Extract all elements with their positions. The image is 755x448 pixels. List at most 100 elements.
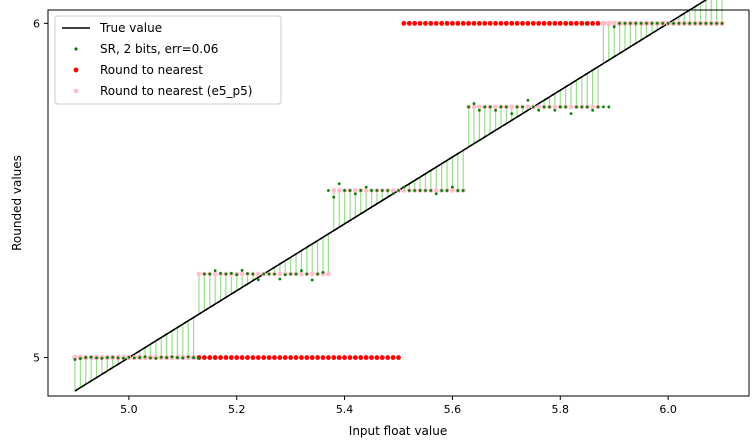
e5p5-point [363,188,369,193]
sr-point [267,272,271,276]
x-tick-label: 5.4 [336,403,354,416]
sr-point [682,21,686,25]
sr-point [445,189,449,192]
sr-point [407,189,411,192]
sr-point [720,21,724,25]
sr-point [558,105,562,109]
round-to-nearest-point [272,355,277,360]
legend-marker-sr [74,47,78,51]
sr-point [143,355,147,359]
e5p5-point [476,104,482,110]
round-to-nearest-point [444,20,450,26]
sr-point [170,355,174,359]
sr-point [105,356,109,359]
sr-point [111,355,115,359]
y-axis-label: Rounded values [10,155,24,251]
y-tick-label: 6 [33,17,40,30]
round-to-nearest-point [250,355,256,360]
sr-point [413,189,417,192]
legend-marker-round-to-nearest [73,67,79,73]
sr-point [370,189,373,192]
sr-point [149,356,152,360]
round-to-nearest-point [374,355,380,360]
x-tick-label: 6.0 [659,403,677,416]
sr-point [138,356,142,359]
sr-point [224,272,228,276]
sr-point [283,273,287,277]
sr-point [661,21,665,25]
sr-point [499,105,503,109]
round-to-nearest-point [288,355,294,360]
round-to-nearest-point [487,20,493,26]
round-to-nearest-point [212,355,218,360]
e5p5-point [401,188,407,193]
round-to-nearest-point [417,20,423,26]
round-to-nearest-point [401,20,407,26]
round-to-nearest-point [482,20,488,26]
sr-point [521,105,524,109]
sr-point [186,355,190,359]
sr-point [208,272,212,276]
round-to-nearest-point [509,20,515,26]
round-to-nearest-point [579,20,585,26]
e5p5-point [611,20,617,26]
sr-point [580,105,584,109]
round-to-nearest-point [460,20,466,26]
sr-point [709,21,713,25]
e5p5-point [471,104,477,110]
sr-point [353,192,357,196]
sr-point [132,356,136,360]
e5p5-point [493,104,498,110]
round-to-nearest-point [536,20,542,26]
sr-point [235,273,239,277]
round-to-nearest-point [228,355,234,360]
sr-point [391,192,395,196]
e5p5-point [352,188,358,193]
y-axis-ticks: 56 [33,17,48,365]
e5p5-point [450,188,455,193]
sr-point [639,21,643,25]
sr-point [154,356,158,360]
sr-point [73,358,77,361]
e5p5-point [255,271,261,277]
round-to-nearest-point [282,355,288,360]
e5p5-point [309,271,315,277]
sr-point [240,268,244,272]
e5p5-point [336,188,342,193]
sr-point [89,355,93,359]
round-to-nearest-point [520,20,525,26]
sr-point [332,195,336,199]
round-to-nearest-point [439,20,445,26]
e5p5-point [331,188,337,193]
sr-point [321,270,325,274]
sr-point [451,185,454,189]
legend-label-e5p5: Round to nearest (e5_p5) [100,84,252,98]
sr-point [327,189,330,192]
round-to-nearest-point [466,20,471,26]
round-to-nearest-point [423,20,428,26]
sr-point [494,108,497,112]
sr-point [472,102,476,105]
round-to-nearest-point [503,20,509,26]
sr-point [672,21,675,25]
round-to-nearest-point [493,20,498,26]
sr-point [575,105,578,109]
sr-point [650,21,654,25]
sr-point [289,272,293,276]
sr-point [176,356,179,359]
sr-point [585,105,589,109]
round-to-nearest-point [331,355,337,360]
sr-point [537,108,541,112]
sr-point [159,355,163,359]
sr-point [693,21,697,25]
sr-point [337,182,341,186]
round-to-nearest-point [245,355,250,360]
round-to-nearest-point [547,20,552,26]
sr-point [418,189,422,192]
sr-point [488,105,492,109]
round-to-nearest-point [590,20,596,26]
round-to-nearest-point [557,20,563,26]
round-to-nearest-point [568,20,574,26]
round-to-nearest-point [352,355,358,360]
x-axis-ticks: 5.0 5.2 5.4 5.6 5.8 6.0 [120,396,677,416]
